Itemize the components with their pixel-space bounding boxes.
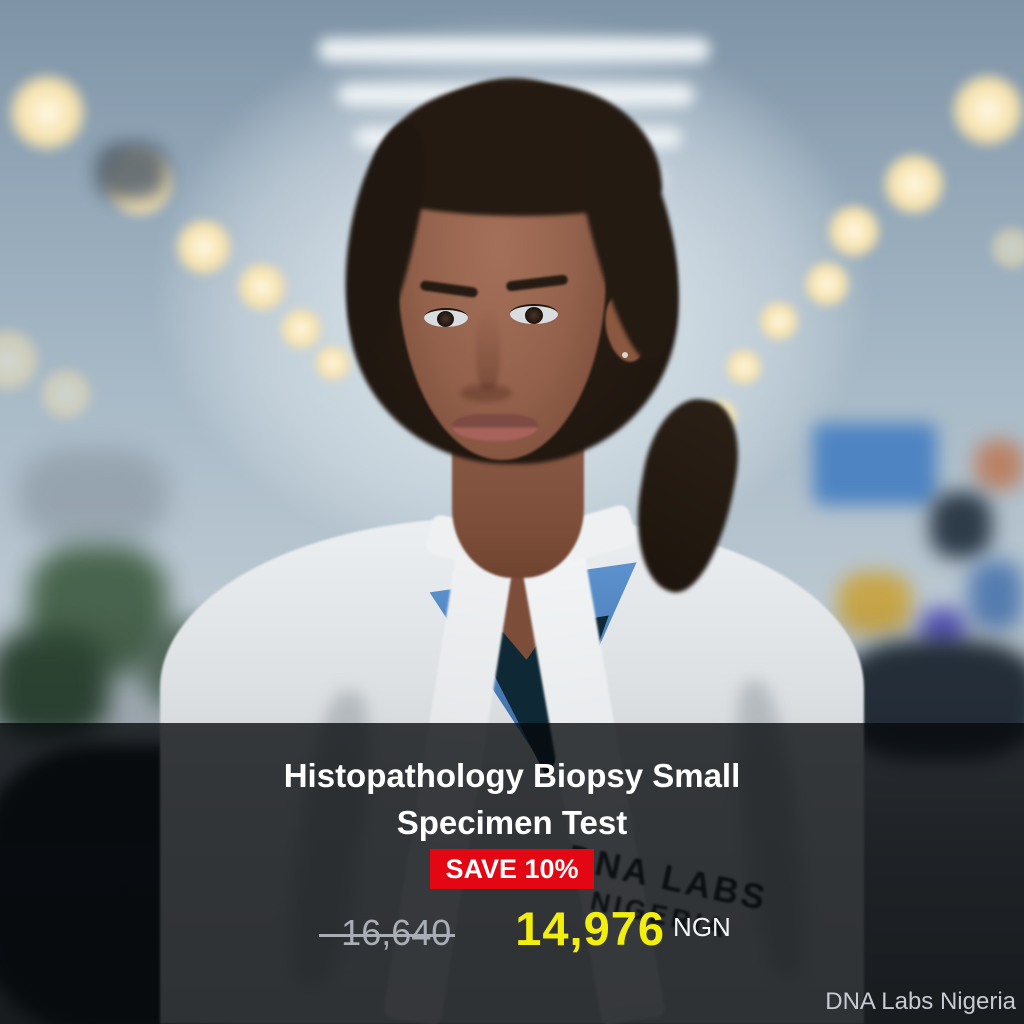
wall-screen: [813, 423, 937, 505]
price-row: 16,640 14,976 NGN: [24, 901, 1024, 956]
brand-watermark: DNA Labs Nigeria: [825, 988, 1016, 1015]
product-title: Histopathology Biopsy Small Specimen Tes…: [0, 752, 1024, 846]
original-price: 16,640: [319, 912, 456, 953]
sale-price: 14,976: [515, 902, 666, 955]
currency-code: NGN: [673, 912, 731, 942]
product-title-line2: Specimen Test: [396, 804, 628, 841]
discount-badge: SAVE 10%: [430, 849, 594, 889]
product-title-line1: Histopathology Biopsy Small: [283, 757, 741, 794]
offer-content: Histopathology Biopsy Small Specimen Tes…: [0, 752, 1024, 956]
